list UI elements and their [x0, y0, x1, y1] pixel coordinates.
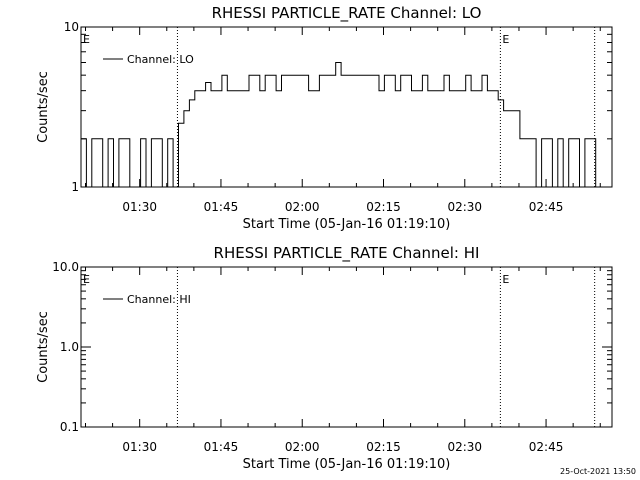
plot-frame	[80, 26, 613, 188]
x-tick-label: 02:30	[447, 200, 482, 214]
x-tick-label: 02:00	[285, 200, 320, 214]
x-axis-label: Start Time (05-Jan-16 01:19:10)	[243, 457, 451, 472]
y-tick-label: 10	[64, 20, 79, 34]
y-axis-label: Counts/sec	[36, 71, 51, 143]
x-tick-label: 02:15	[366, 200, 401, 214]
y-tick-label: 1.0	[60, 340, 79, 354]
x-tick-label: 02:15	[366, 440, 401, 454]
plot-frame	[80, 266, 613, 428]
x-tick-label: 02:30	[447, 440, 482, 454]
y-tick-label: 1	[71, 180, 79, 194]
y-axis-label: Counts/sec	[36, 311, 51, 383]
x-tick-label: 01:45	[204, 440, 239, 454]
x-tick-label: 01:45	[204, 200, 239, 214]
event-marker-label: E	[83, 273, 90, 286]
x-axis-label: Start Time (05-Jan-16 01:19:10)	[243, 217, 451, 232]
footer-timestamp: 25-Oct-2021 13:50	[560, 467, 636, 476]
y-tick-label: 10.0	[52, 260, 79, 274]
event-marker-label: E	[502, 33, 509, 46]
x-tick-label: 01:30	[122, 440, 157, 454]
x-tick-label: 02:00	[285, 440, 320, 454]
chart-title: RHESSI PARTICLE_RATE Channel: LO	[212, 4, 482, 23]
legend-label: Channel: HI	[127, 293, 191, 306]
legend-label: Channel: LO	[127, 53, 194, 66]
x-tick-label: 01:30	[122, 200, 157, 214]
event-marker-label: E	[502, 273, 509, 286]
x-tick-label: 02:45	[529, 200, 564, 214]
chart-title: RHESSI PARTICLE_RATE Channel: HI	[214, 244, 480, 263]
x-tick-label: 02:45	[529, 440, 564, 454]
event-marker-label: E	[83, 33, 90, 46]
y-tick-label: 0.1	[60, 420, 79, 434]
series-line	[81, 62, 602, 188]
